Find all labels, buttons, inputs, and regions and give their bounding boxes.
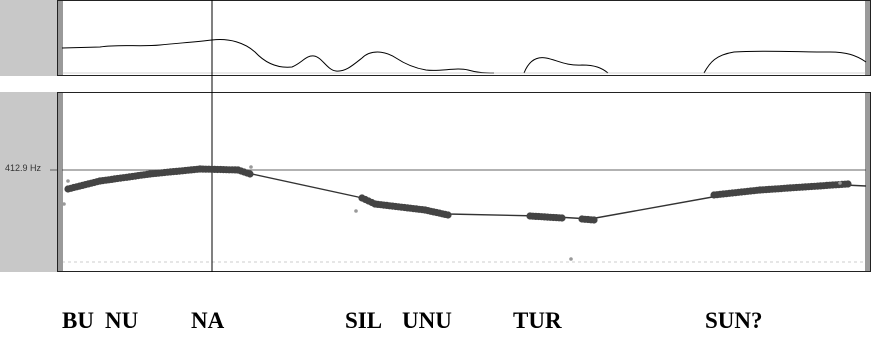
pitch-points	[64, 165, 852, 224]
syllable-sil: SIL	[345, 308, 383, 333]
pitch-outlier	[62, 202, 66, 206]
pitch-outlier	[838, 181, 842, 185]
pitch-point	[558, 214, 566, 222]
pitch-point	[246, 170, 254, 178]
intensity-contour	[61, 39, 867, 74]
pitch-panel[interactable]	[57, 92, 871, 272]
syllable-unu: UNU	[402, 308, 452, 333]
syllable-sun: SUN?	[705, 308, 763, 333]
waveform-right-edge	[865, 1, 870, 75]
waveform-gutter	[0, 0, 57, 76]
pitch-outlier	[354, 209, 358, 213]
pitch-gutter	[0, 92, 57, 272]
pitch-outlier	[569, 257, 573, 261]
pitch-outlier	[249, 165, 253, 169]
pitch-left-edge	[58, 93, 63, 271]
pitch-outlier	[66, 179, 70, 183]
syllable-nu: NU	[105, 308, 139, 333]
syllable-tur: TUR	[513, 308, 562, 333]
pitch-right-edge	[865, 93, 870, 271]
pitch-point	[844, 180, 852, 188]
syllable-na: NA	[191, 308, 225, 333]
pitch-point	[444, 211, 452, 219]
pitch-reference-label: 412.9 Hz	[5, 163, 42, 173]
waveform-panel[interactable]	[57, 0, 871, 76]
syllable-bu: BU	[62, 308, 94, 333]
pitch-outliers	[62, 165, 842, 261]
pitch-point	[590, 216, 598, 224]
waveform-left-edge	[58, 1, 63, 75]
